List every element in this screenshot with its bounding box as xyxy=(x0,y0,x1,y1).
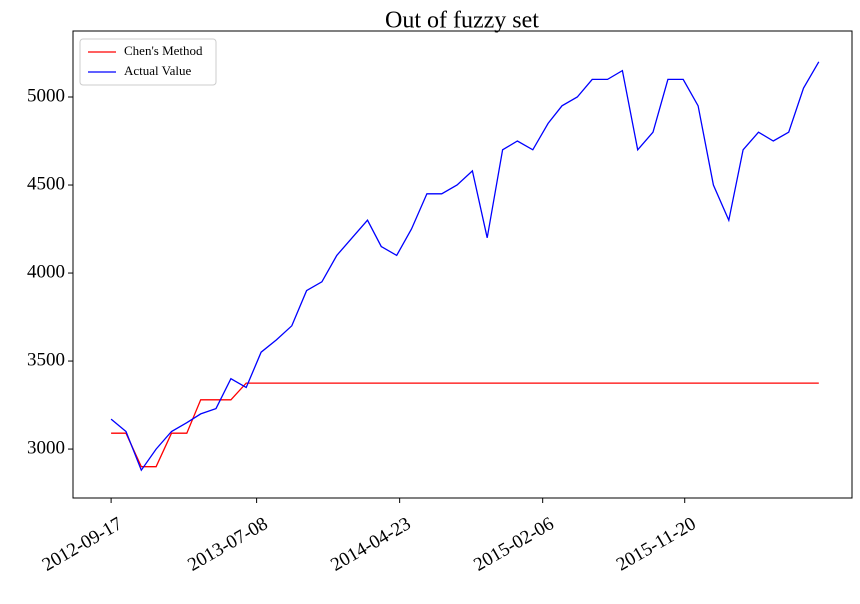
y-tick-label: 3000 xyxy=(27,437,65,458)
y-tick-label: 4500 xyxy=(27,173,65,194)
y-tick-label: 5000 xyxy=(27,85,65,106)
series-line xyxy=(110,61,820,472)
y-tick-label: 3500 xyxy=(27,349,65,370)
legend-box xyxy=(79,38,217,86)
x-tick-label: 2015-11-20 xyxy=(613,513,700,575)
plot-frame xyxy=(72,30,853,499)
chart-title: Out of fuzzy set xyxy=(385,8,539,34)
y-tick-label: 4000 xyxy=(27,261,65,282)
series-line xyxy=(111,382,819,468)
legend-label: Chen's Method xyxy=(124,43,203,58)
x-tick-label: 2012-09-17 xyxy=(39,513,126,576)
x-tick-label: 2014-04-23 xyxy=(327,513,414,576)
x-tick-label: 2015-02-06 xyxy=(470,513,557,576)
legend-label: Actual Value xyxy=(124,63,191,78)
x-tick-label: 2013-07-08 xyxy=(184,513,271,576)
